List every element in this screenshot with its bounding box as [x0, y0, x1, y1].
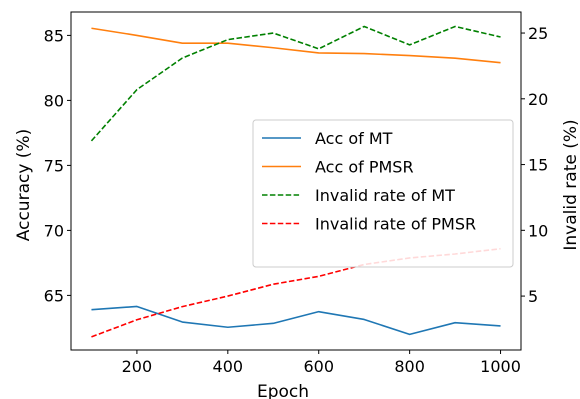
x-tick-label: 200	[122, 357, 153, 376]
legend-label: Invalid rate of MT	[315, 186, 455, 205]
x-tick-label: 800	[394, 357, 425, 376]
left-y-tick-label: 80	[44, 91, 64, 110]
legend-label: Acc of MT	[315, 129, 393, 148]
left-y-tick-label: 65	[44, 286, 64, 305]
legend: Acc of MT Acc of PMSR Invalid rate of MT In…	[252, 119, 514, 268]
series-line-2	[91, 27, 501, 64]
series-line-3	[90, 25, 501, 142]
left-y-axis-title: Accuracy (%)	[14, 129, 34, 241]
right-y-tick-label: 20	[528, 90, 548, 109]
x-tick-label: 600	[303, 357, 334, 376]
legend-label: Invalid rate of PMSR	[315, 215, 476, 234]
right-y-tick-label: 5	[528, 287, 538, 306]
series-line-1	[91, 305, 501, 336]
x-axis-title: Epoch	[257, 382, 309, 399]
x-tick-label: 400	[213, 357, 244, 376]
plot-frame	[70, 11, 522, 351]
legend-box	[252, 119, 514, 268]
left-y-tick-label: 85	[44, 26, 64, 45]
x-tick-label: 1000	[480, 357, 521, 376]
right-y-axis-title: Invalid rate (%)	[561, 119, 580, 250]
right-y-axis: 5 10 15 20 25	[521, 24, 548, 306]
right-y-tick-label: 10	[528, 221, 548, 240]
left-y-tick-label: 70	[44, 221, 64, 240]
left-y-tick-label: 75	[44, 156, 64, 175]
right-y-tick-label: 25	[528, 24, 548, 43]
right-y-tick-label: 15	[528, 156, 548, 175]
legend-label: Acc of PMSR	[315, 158, 414, 177]
left-y-axis: 65 70 75 80 85	[44, 26, 71, 305]
x-axis: 200 400 600 800 1000	[122, 350, 521, 376]
